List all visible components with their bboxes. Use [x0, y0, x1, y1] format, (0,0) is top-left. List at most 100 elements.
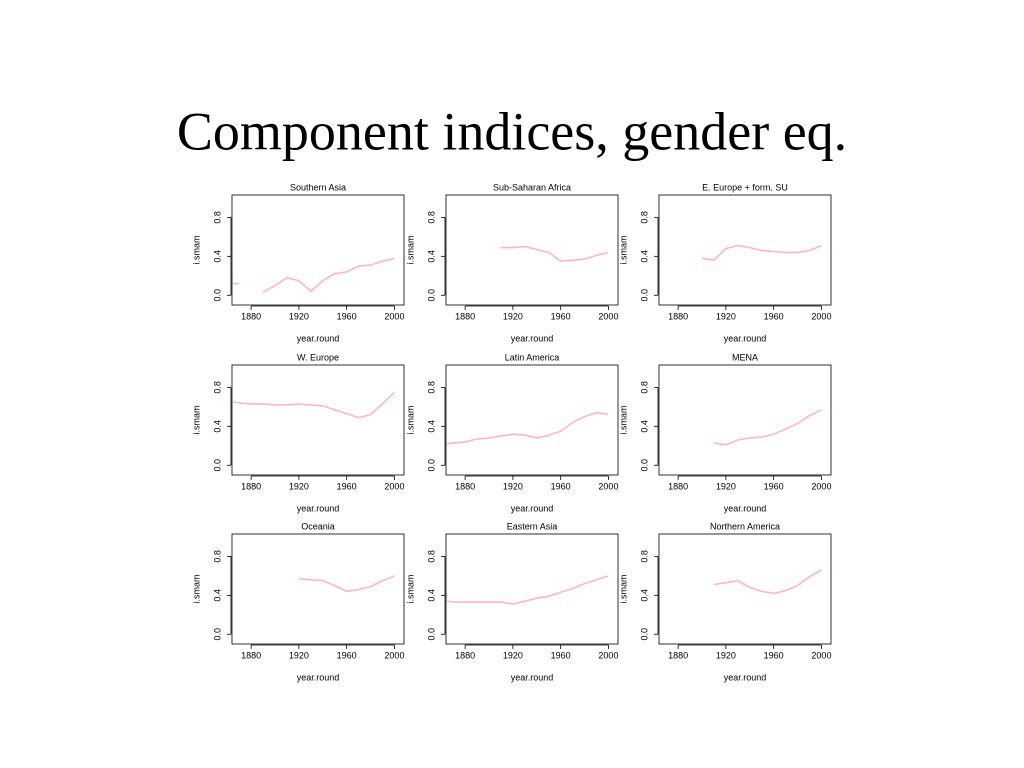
- x-tick-label: 1880: [241, 311, 261, 321]
- panel-title: Eastern Asia: [507, 521, 558, 531]
- panel-title: Northern America: [710, 521, 780, 531]
- x-tick-label: 1880: [668, 311, 688, 321]
- x-tick-label: 1960: [551, 481, 571, 491]
- x-axis-label: year.round: [297, 333, 340, 343]
- x-tick-label: 2000: [384, 311, 404, 321]
- x-tick-label: 2000: [384, 650, 404, 660]
- x-axis-label: year.round: [511, 503, 554, 513]
- x-tick-label: 1920: [503, 311, 523, 321]
- x-axis-label: year.round: [297, 672, 340, 682]
- y-tick-label: 0.8: [212, 550, 222, 563]
- x-tick-label: 1960: [764, 650, 784, 660]
- x-axis-label: year.round: [511, 672, 554, 682]
- panel-title: W. Europe: [297, 352, 339, 362]
- plot-frame: [445, 364, 619, 476]
- y-tick-label: 0.8: [212, 381, 222, 394]
- y-tick-label: 0.4: [212, 589, 222, 602]
- data-line: [500, 245, 609, 263]
- y-tick-label: 0.0: [426, 459, 436, 472]
- x-tick-label: 2000: [811, 311, 831, 321]
- panel-title: Southern Asia: [290, 182, 346, 192]
- x-tick-label: 2000: [811, 481, 831, 491]
- y-tick-label: 0.4: [212, 250, 222, 263]
- x-tick-label: 1960: [551, 650, 571, 660]
- y-tick-label: 0.8: [426, 381, 436, 394]
- data-line: [447, 575, 609, 605]
- panel-title: Oceania: [301, 521, 335, 531]
- data-line: [262, 257, 395, 293]
- x-tick-label: 1960: [337, 311, 357, 321]
- x-tick-label: 2000: [598, 650, 618, 660]
- x-tick-label: 1880: [241, 481, 261, 491]
- slide-title: Component indices, gender eq.: [177, 101, 847, 161]
- plot-frame: [445, 194, 619, 306]
- plot-frame: [658, 364, 832, 476]
- y-tick-label: 0.4: [426, 420, 436, 433]
- plot-frame: [231, 364, 405, 476]
- y-axis-label: i.smam: [191, 575, 201, 604]
- y-axis-label: i.smam: [618, 236, 628, 265]
- data-line: [713, 409, 822, 446]
- y-tick-label: 0.4: [426, 589, 436, 602]
- x-tick-label: 1920: [716, 481, 736, 491]
- data-line: [701, 244, 822, 262]
- x-tick-label: 1960: [551, 311, 571, 321]
- x-tick-label: 1920: [289, 481, 309, 491]
- x-tick-label: 1960: [337, 650, 357, 660]
- y-tick-label: 0.8: [426, 550, 436, 563]
- y-axis-label: i.smam: [405, 406, 415, 435]
- x-tick-label: 1880: [668, 481, 688, 491]
- data-line: [713, 569, 822, 595]
- x-tick-label: 1920: [716, 311, 736, 321]
- x-tick-label: 1880: [455, 650, 475, 660]
- x-tick-label: 2000: [384, 481, 404, 491]
- x-tick-label: 1960: [764, 481, 784, 491]
- panel-title: E. Europe + form. SU: [702, 182, 788, 192]
- y-axis-label: i.smam: [618, 406, 628, 435]
- x-tick-label: 1880: [241, 650, 261, 660]
- y-tick-label: 0.8: [426, 211, 436, 224]
- x-tick-label: 1920: [289, 650, 309, 660]
- x-tick-label: 1920: [503, 481, 523, 491]
- x-axis-label: year.round: [724, 333, 767, 343]
- x-tick-label: 1920: [716, 650, 736, 660]
- y-axis-label: i.smam: [191, 236, 201, 265]
- x-axis-label: year.round: [297, 503, 340, 513]
- x-tick-label: 1880: [455, 481, 475, 491]
- x-axis-label: year.round: [724, 503, 767, 513]
- y-tick-label: 0.8: [639, 381, 649, 394]
- y-tick-label: 0.0: [639, 459, 649, 472]
- y-tick-label: 0.0: [639, 289, 649, 302]
- y-tick-label: 0.4: [639, 250, 649, 263]
- y-axis-label: i.smam: [191, 406, 201, 435]
- plot-frame: [231, 533, 405, 645]
- y-tick-label: 0.0: [639, 628, 649, 641]
- x-tick-label: 1920: [289, 311, 309, 321]
- data-line: [298, 575, 395, 593]
- y-tick-label: 0.0: [426, 289, 436, 302]
- panel-title: MENA: [732, 352, 758, 362]
- y-tick-label: 0.0: [212, 459, 222, 472]
- data-line: [233, 391, 395, 419]
- x-tick-label: 1960: [337, 481, 357, 491]
- y-tick-label: 0.0: [212, 628, 222, 641]
- y-tick-label: 0.4: [639, 589, 649, 602]
- y-axis-label: i.smam: [618, 575, 628, 604]
- y-axis-label: i.smam: [405, 575, 415, 604]
- x-tick-label: 1960: [764, 311, 784, 321]
- x-tick-label: 1920: [503, 650, 523, 660]
- y-tick-label: 0.8: [212, 211, 222, 224]
- y-tick-label: 0.4: [212, 420, 222, 433]
- y-tick-label: 0.8: [639, 550, 649, 563]
- panel-title: Latin America: [505, 352, 560, 362]
- x-tick-label: 2000: [811, 650, 831, 660]
- y-tick-label: 0.4: [639, 420, 649, 433]
- x-tick-label: 2000: [598, 481, 618, 491]
- x-tick-label: 2000: [598, 311, 618, 321]
- plot-frame: [658, 194, 832, 306]
- panel-title: Sub-Saharan Africa: [493, 182, 571, 192]
- data-line: [447, 411, 609, 445]
